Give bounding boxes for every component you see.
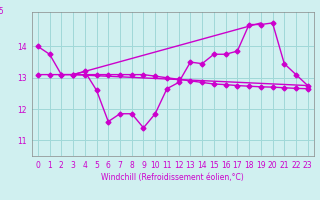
X-axis label: Windchill (Refroidissement éolien,°C): Windchill (Refroidissement éolien,°C) bbox=[101, 173, 244, 182]
Text: 15: 15 bbox=[0, 7, 4, 17]
